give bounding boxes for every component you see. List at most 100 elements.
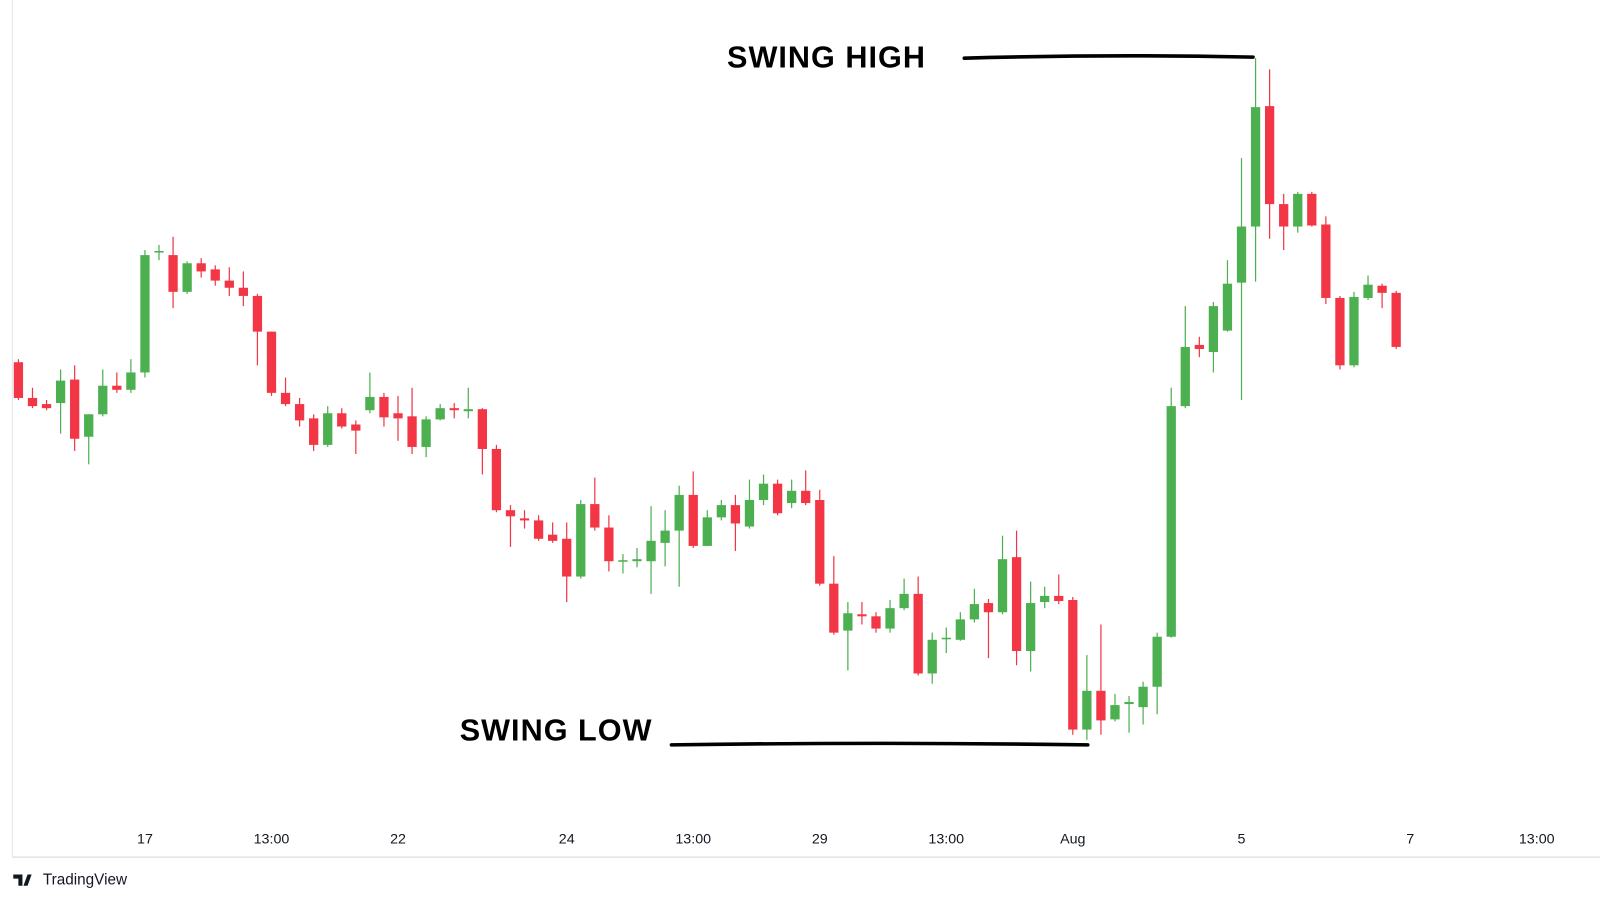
- candle-body: [674, 494, 684, 531]
- x-tick-label: 22: [390, 832, 406, 848]
- candles: [13, 58, 1401, 740]
- candle-body: [702, 517, 712, 546]
- candle-body: [815, 500, 825, 584]
- candle-body: [1068, 600, 1078, 730]
- candle-body: [1349, 296, 1359, 366]
- candle-body: [196, 263, 206, 272]
- candle-body: [618, 560, 628, 562]
- candle-body: [983, 603, 994, 613]
- candle-body: [393, 413, 403, 419]
- swing-low-line: [669, 741, 1090, 747]
- x-tick-label: 13:00: [1519, 832, 1555, 848]
- candle-body: [1152, 636, 1162, 687]
- candle-body: [238, 287, 249, 296]
- watermark: TradingView: [43, 872, 128, 889]
- x-tick-label: 7: [1406, 832, 1414, 848]
- candle-body: [548, 534, 558, 541]
- candle-body: [98, 385, 108, 415]
- candle-body: [772, 483, 783, 514]
- candle-body: [337, 413, 347, 427]
- candle-body: [491, 448, 502, 511]
- candle-body: [1110, 705, 1120, 720]
- candle-body: [294, 404, 305, 421]
- logo-icon: [13, 874, 32, 886]
- candle-body: [266, 331, 277, 393]
- candle-body: [309, 418, 319, 445]
- candle-body: [1321, 224, 1331, 298]
- candle-body: [1363, 284, 1373, 298]
- candle-body: [1138, 686, 1148, 708]
- candle-body: [182, 263, 192, 292]
- candle-body: [1236, 226, 1247, 283]
- candle-body: [13, 362, 24, 398]
- candle-body: [533, 520, 544, 539]
- tradingview-logo: TradingView: [13, 872, 128, 889]
- candle-body: [112, 385, 122, 390]
- candle-body: [1377, 285, 1387, 293]
- candle-body: [1166, 406, 1176, 637]
- x-tick-label: 17: [137, 832, 153, 848]
- candle-body: [435, 408, 445, 420]
- candle-body: [1222, 283, 1233, 331]
- candle-body: [632, 559, 642, 562]
- candle-body: [871, 616, 881, 629]
- candle-body: [1307, 193, 1317, 226]
- candle-body: [84, 414, 94, 437]
- candle-body: [379, 396, 389, 418]
- candle-body: [1054, 595, 1064, 602]
- candle-body: [660, 530, 670, 543]
- candle-body: [224, 280, 234, 288]
- candle-body: [1391, 292, 1401, 347]
- candle-body: [1250, 107, 1261, 227]
- candle-body: [126, 372, 136, 390]
- candle-body: [1279, 204, 1289, 227]
- swing-high-line: [962, 54, 1255, 60]
- candle-body: [1264, 106, 1275, 205]
- candle-body: [27, 397, 38, 407]
- candle-body: [730, 505, 741, 524]
- swing-high-label: SWING HIGH: [727, 40, 926, 74]
- candle-body: [1208, 306, 1219, 353]
- x-tick-label: Aug: [1060, 832, 1085, 848]
- candle-body: [1335, 297, 1345, 366]
- candle-body: [505, 510, 516, 517]
- candle-body: [576, 504, 586, 577]
- candle-body: [562, 538, 572, 577]
- candle-body: [70, 379, 80, 439]
- candle-body: [365, 396, 375, 411]
- candle-body: [899, 593, 909, 609]
- candle-body: [477, 409, 487, 449]
- candle-body: [787, 490, 797, 504]
- candle-body: [1124, 702, 1134, 705]
- x-tick-label: 24: [559, 832, 575, 848]
- candle-body: [829, 583, 839, 633]
- candle-body: [55, 380, 66, 404]
- x-tick-label: 5: [1238, 832, 1246, 848]
- candle-body: [421, 419, 431, 447]
- candle-body: [252, 295, 263, 332]
- candle-body: [154, 251, 164, 253]
- candle-body: [857, 614, 867, 617]
- candle-body: [885, 608, 895, 629]
- candle-body: [688, 494, 698, 546]
- candle-body: [1180, 346, 1190, 407]
- candle-body: [1040, 595, 1050, 603]
- candle-body: [449, 408, 459, 411]
- candle-body: [941, 637, 951, 640]
- candle-body: [716, 505, 726, 518]
- candle-body: [744, 500, 755, 527]
- candle-body: [210, 269, 220, 281]
- candle-body: [997, 559, 1008, 613]
- candle-body: [801, 490, 811, 504]
- x-tick-label: 13:00: [928, 832, 964, 848]
- candle-body: [1194, 344, 1204, 349]
- candle-body: [969, 604, 980, 620]
- candle-body: [140, 255, 150, 373]
- candle-body: [646, 540, 656, 562]
- swing-low-label: SWING LOW: [460, 714, 653, 748]
- candle-body: [927, 639, 937, 674]
- candle-body: [758, 483, 769, 500]
- candle-body: [168, 255, 178, 292]
